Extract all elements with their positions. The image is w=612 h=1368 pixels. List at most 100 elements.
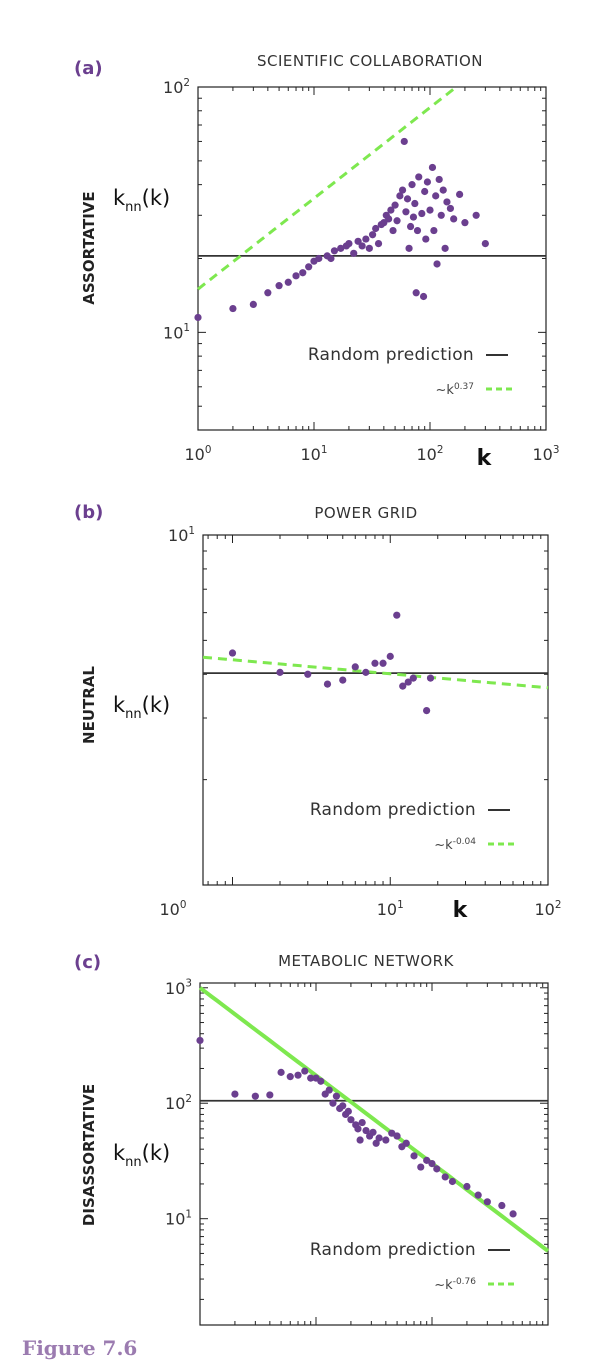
data-point: [417, 1163, 425, 1171]
legend-fit-label: ~k0.37: [436, 382, 474, 398]
data-point: [389, 226, 397, 235]
data-point: [409, 213, 418, 221]
data-point: [251, 1092, 259, 1100]
data-point: [388, 1129, 396, 1137]
data-point: [433, 1165, 441, 1173]
legend-random-label: Random prediction: [310, 800, 476, 820]
data-point: [406, 222, 415, 231]
figure-svg: (a) SCIENTIFIC COLLABORATION ASSORTATIVE kn…: [74, 52, 561, 1326]
panel-title: METABOLIC NETWORK: [278, 952, 454, 970]
fit-line: [198, 986, 550, 1253]
data-point: [354, 237, 362, 245]
x-tick-label: 100: [160, 899, 187, 919]
x-tick-label: 100: [185, 444, 212, 464]
data-point: [231, 1090, 239, 1098]
data-point: [387, 206, 395, 214]
data-point: [365, 244, 373, 252]
data-point: [275, 282, 283, 290]
data-point: [439, 186, 447, 194]
data-point: [276, 668, 284, 676]
x-axis-label: k: [477, 446, 493, 471]
legend-random-label: Random prediction: [310, 1240, 476, 1260]
data-point: [350, 249, 358, 257]
data-point: [426, 674, 435, 682]
data-point: [356, 1136, 364, 1144]
data-point: [379, 659, 387, 667]
data-point: [385, 215, 393, 223]
panel-letter: (c): [74, 952, 101, 973]
data-point: [307, 1074, 315, 1082]
data-point: [474, 1191, 482, 1199]
data-point: [292, 272, 300, 280]
data-point: [408, 181, 416, 189]
data-point: [371, 659, 379, 667]
data-point: [450, 215, 458, 223]
data-point: [229, 304, 237, 313]
data-point: [411, 199, 419, 208]
data-point: [304, 670, 312, 678]
data-point: [398, 186, 407, 194]
data-point: [372, 224, 380, 233]
data-point: [339, 1102, 347, 1110]
data-point: [423, 178, 432, 186]
data-point: [362, 668, 370, 676]
data-point: [284, 278, 292, 286]
data-point: [481, 240, 489, 248]
x-axis-label: k: [453, 898, 469, 923]
data-point: [299, 269, 307, 277]
data-point: [419, 292, 428, 301]
panel-a: (a) SCIENTIFIC COLLABORATION ASSORTATIVE kn…: [74, 52, 559, 471]
plot-frame: [202, 534, 549, 886]
y-axis-label: knn(k): [113, 693, 170, 722]
data-point: [266, 1091, 274, 1099]
data-point: [375, 1134, 383, 1142]
plot-frame: [199, 982, 549, 1326]
data-point: [358, 242, 366, 250]
data-point: [277, 1068, 285, 1076]
data-point: [472, 211, 480, 219]
side-label: ASSORTATIVE: [80, 191, 98, 304]
data-point: [441, 1173, 449, 1181]
data-point: [305, 263, 313, 271]
data-point: [194, 313, 202, 322]
data-point: [294, 1071, 302, 1079]
data-point: [433, 260, 441, 268]
data-point: [410, 1152, 418, 1160]
y-tick-label: 102: [163, 77, 190, 97]
legend-random-label: Random prediction: [308, 345, 474, 365]
data-point: [354, 1125, 362, 1133]
data-point: [396, 192, 404, 200]
data-point: [315, 254, 323, 263]
x-tick-label: 103: [533, 444, 560, 464]
x-tick-label: 101: [301, 444, 328, 464]
y-tick-label: 102: [165, 1093, 192, 1113]
data-point: [358, 1118, 366, 1127]
data-point: [249, 300, 257, 309]
y-axis-label: knn(k): [113, 186, 170, 215]
data-point: [325, 1086, 333, 1094]
x-tick-label: 101: [377, 899, 404, 919]
data-point: [402, 208, 410, 216]
data-point: [399, 682, 407, 690]
data-point: [339, 676, 347, 684]
data-point: [386, 652, 394, 660]
y-tick-label: 101: [165, 1208, 192, 1228]
data-point: [402, 1139, 410, 1147]
data-point: [351, 663, 359, 671]
data-point: [330, 247, 339, 255]
data-point: [463, 1182, 471, 1191]
data-point: [362, 1126, 370, 1135]
data-point: [345, 240, 353, 248]
y-tick-label: 103: [165, 978, 192, 998]
data-point: [393, 1132, 401, 1140]
plot-frame: [197, 86, 547, 431]
panel-letter: (b): [74, 502, 103, 523]
data-point: [368, 231, 377, 239]
fit-line: [202, 655, 549, 690]
data-point: [428, 163, 437, 172]
y-tick-label: 101: [163, 322, 190, 342]
panel-title: SCIENTIFIC COLLABORATION: [257, 52, 483, 70]
data-point: [483, 1198, 491, 1206]
data-point: [421, 187, 429, 196]
data-point: [418, 209, 426, 218]
